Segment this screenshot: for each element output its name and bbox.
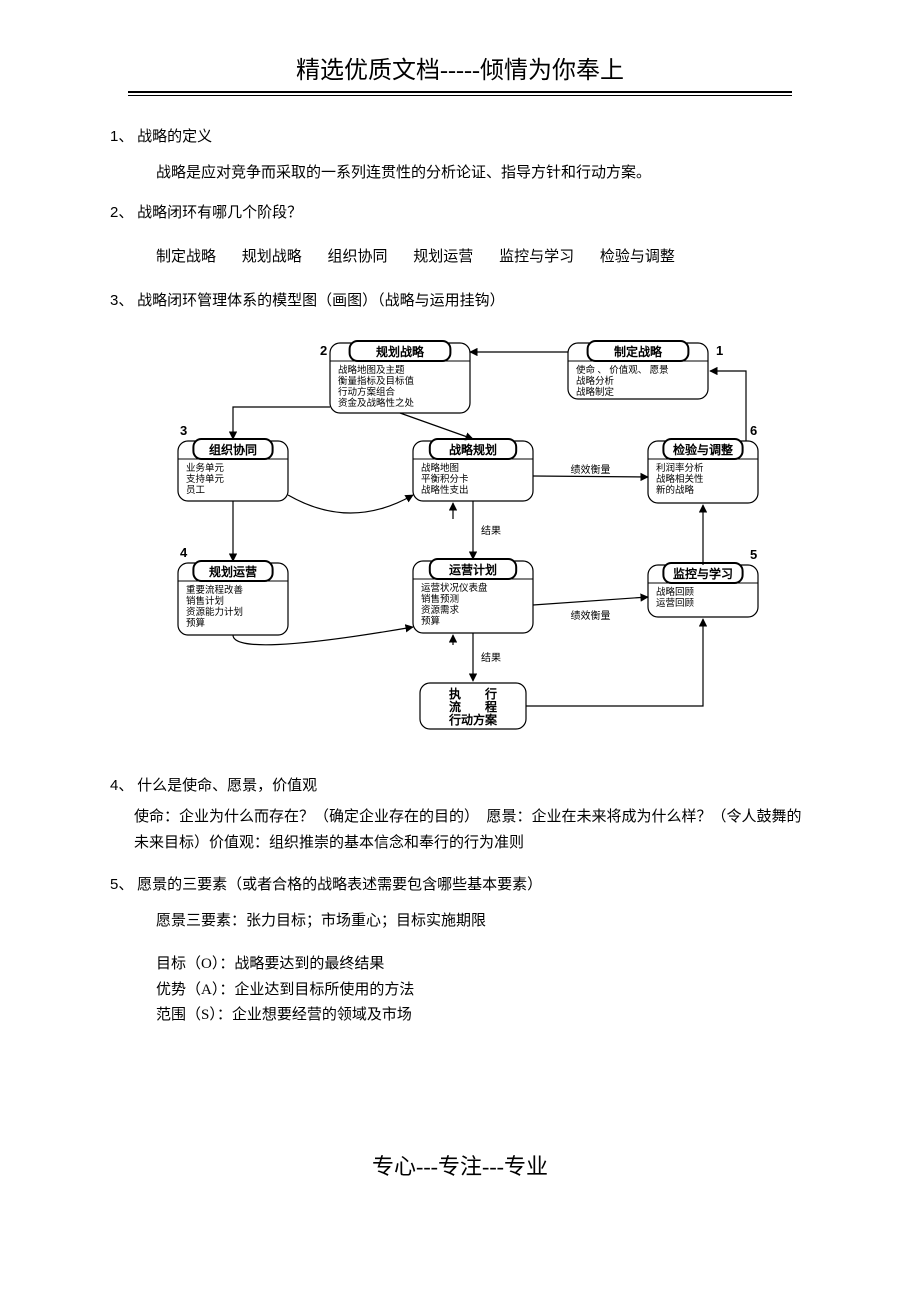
svg-text:资源能力计划: 资源能力计划 [186,606,243,618]
svg-text:运营状况仪表盘: 运营状况仪表盘 [421,582,488,594]
svg-text:结果: 结果 [481,651,501,664]
q3-num: 3、 [110,292,133,309]
header-rule-inner [128,95,792,96]
q4-title: 什么是使命、愿景，价值观 [137,778,317,794]
svg-text:战略分析: 战略分析 [576,375,615,387]
svg-text:绩效衡量: 绩效衡量 [571,463,611,476]
q1-line: 1、 战略的定义 [110,124,810,151]
svg-text:业务单元: 业务单元 [186,462,225,474]
svg-text:流 程: 流 程 [449,699,497,714]
q5-line: 5、 愿景的三要素（或者合格的战略表述需要包含哪些基本要素） [110,872,810,899]
diagram: 规划战略战略地图及主题衡量指标及目标值行动方案组合资金及战略性之处 制定战略使命 … [168,333,810,763]
diagram-svg: 规划战略战略地图及主题衡量指标及目标值行动方案组合资金及战略性之处 制定战略使命 … [168,333,768,763]
svg-text:重要流程改善: 重要流程改善 [186,584,244,596]
svg-text:战略制定: 战略制定 [576,386,615,398]
svg-text:平衡积分卡: 平衡积分卡 [421,473,469,485]
svg-text:销售预测: 销售预测 [421,593,459,605]
svg-text:规划战略: 规划战略 [376,344,425,359]
q2-stages: 制定战略 规划战略 组织协同 规划运营 监控与学习 检验与调整 [156,245,810,271]
svg-text:销售计划: 销售计划 [186,595,224,607]
q4-line: 4、 什么是使命、愿景，价值观 [110,773,810,800]
svg-text:预算: 预算 [421,615,440,627]
q4-num: 4、 [110,777,133,794]
q3-line: 3、 战略闭环管理体系的模型图（画图）（战略与运用挂钩） [110,288,810,315]
stage: 监控与学习 [499,249,574,265]
q4-answer: 使命：企业为什么而存在？（确定企业存在的目的） 愿景：企业在未来将成为什么样？（… [134,805,810,856]
svg-text:监控与学习: 监控与学习 [673,566,733,581]
header-rule-outer [128,91,792,93]
q5-oas-s: 范围（S）：企业想要经营的领域及市场 [156,1003,810,1029]
stage: 检验与调整 [600,249,675,265]
q2-num: 2、 [110,204,133,221]
page-footer: 专心---专注---专业 [110,1149,810,1181]
svg-text:运营计划: 运营计划 [449,562,497,577]
svg-text:结果: 结果 [481,524,501,537]
svg-text:4: 4 [180,545,188,560]
svg-text:运营回顾: 运营回顾 [656,597,695,609]
svg-text:衡量指标及目标值: 衡量指标及目标值 [338,375,415,387]
stage: 规划战略 [242,249,302,265]
svg-text:执 行: 执 行 [449,686,497,701]
svg-text:6: 6 [750,423,757,438]
svg-text:制定战略: 制定战略 [614,344,663,359]
svg-text:战略规划: 战略规划 [449,442,497,457]
svg-text:战略地图及主题: 战略地图及主题 [338,364,405,376]
svg-text:战略回顾: 战略回顾 [656,586,695,598]
q5-title: 愿景的三要素（或者合格的战略表述需要包含哪些基本要素） [137,877,542,893]
page-header: 精选优质文档-----倾情为你奉上 [110,50,810,85]
q5-a1: 愿景三要素：张力目标；市场重心；目标实施期限 [156,909,810,935]
stage: 规划运营 [413,249,473,265]
svg-text:行动方案: 行动方案 [448,712,498,727]
svg-text:行动方案组合: 行动方案组合 [338,386,396,398]
svg-text:战略相关性: 战略相关性 [656,473,704,485]
q2-title: 战略闭环有哪几个阶段？ [137,205,302,221]
svg-text:资源需求: 资源需求 [421,604,460,616]
svg-text:资金及战略性之处: 资金及战略性之处 [338,397,415,409]
svg-text:战略地图: 战略地图 [421,462,459,474]
q3-title: 战略闭环管理体系的模型图（画图）（战略与运用挂钩） [137,293,505,309]
svg-text:战略性支出: 战略性支出 [421,484,469,496]
svg-text:3: 3 [180,423,187,438]
q1-num: 1、 [110,128,133,145]
stage: 组织协同 [328,249,388,265]
svg-text:1: 1 [716,343,723,358]
svg-text:绩效衡量: 绩效衡量 [571,609,611,622]
q1-answer: 战略是应对竞争而采取的一系列连贯性的分析论证、指导方针和行动方案。 [156,161,810,187]
q5-oas-a: 优势（A）：企业达到目标所使用的方法 [156,978,810,1004]
svg-text:组织协同: 组织协同 [209,442,257,457]
svg-text:规划运营: 规划运营 [209,564,257,579]
svg-text:利润率分析: 利润率分析 [656,462,704,474]
svg-text:5: 5 [750,547,757,562]
content: 1、 战略的定义 战略是应对竞争而采取的一系列连贯性的分析论证、指导方针和行动方… [110,124,810,1029]
svg-text:2: 2 [320,343,327,358]
svg-text:员工: 员工 [186,485,206,496]
svg-text:使命 、 价值观、 愿景: 使命 、 价值观、 愿景 [576,364,669,376]
svg-text:预算: 预算 [186,617,205,629]
q5-num: 5、 [110,876,133,893]
q2-line: 2、 战略闭环有哪几个阶段？ [110,200,810,227]
svg-text:支持单元: 支持单元 [186,473,225,485]
q5-oas-o: 目标（O）：战略要达到的最终结果 [156,952,810,978]
stage: 制定战略 [156,249,216,265]
document-page: 精选优质文档-----倾情为你奉上 1、 战略的定义 战略是应对竞争而采取的一系… [0,0,920,1221]
q1-title: 战略的定义 [137,129,212,145]
svg-text:新的战略: 新的战略 [656,484,695,496]
svg-text:检验与调整: 检验与调整 [673,442,733,457]
